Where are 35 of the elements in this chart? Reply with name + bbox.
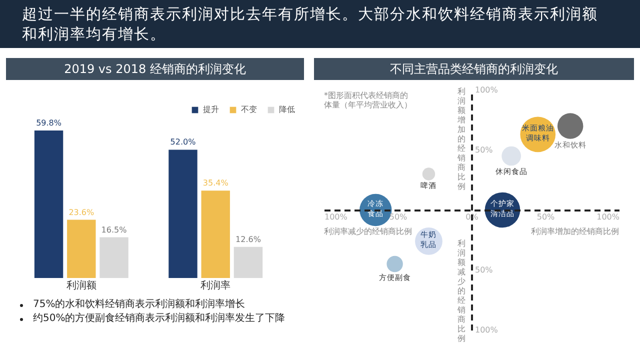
data-label: 52.0% [170, 138, 196, 147]
x-tick-label: 50% [389, 212, 408, 222]
x-tick-label: 100% [324, 212, 348, 222]
text: 利润额减少的经销商比例 [458, 239, 466, 343]
text: 约50%的方便副食经销商表示利润额和利润率发生了下降 [33, 312, 286, 326]
data-label: 12.6% [236, 234, 262, 244]
data-label: 59.8% [36, 118, 62, 128]
bar [34, 130, 64, 278]
x-axis-title: 利润率增加的经销商比例 [531, 227, 619, 236]
bar [168, 150, 198, 278]
x-tick-label: 50% [536, 212, 556, 222]
y-tick-label: 50% [475, 146, 494, 154]
y-tick-label: 100% [475, 86, 498, 94]
y-tick-label: 100% [475, 326, 498, 334]
annotation: 利润率减少的经销商比例 [324, 227, 412, 236]
bar [100, 237, 128, 278]
data-label: 23.6% [68, 208, 94, 217]
text: 超过一半的经销商表示利润对比去年有所增长。大部分水和饮料经销商表示利润额和利润率均有增长。 [0, 0, 640, 48]
x-tick-label: 利润额 [66, 280, 96, 292]
annotation: *图形面积代表经销商的体量（年平均营业收入） [324, 91, 412, 110]
x-tick-label: 100% [596, 212, 620, 222]
bar [201, 190, 230, 278]
bar [234, 246, 263, 278]
legend-label: 提升 [203, 105, 219, 114]
x-tick-label: 利润率 [200, 280, 231, 292]
text: 利润额增加的经销商比例 [458, 87, 466, 191]
data-label: 35.4% [202, 178, 229, 188]
text: 75%的水和饮料经销商表示利润额和利润率增长 [33, 298, 246, 312]
legend-label: 不变 [241, 105, 257, 114]
chart-title: 不同主营品类经销商的利润变化 [314, 58, 634, 80]
y-tick-label: 50% [475, 266, 494, 274]
legend-label: 降低 [279, 105, 295, 114]
chart-title: 2019 vs 2018 经销商的利润变化 [6, 58, 304, 80]
bar [67, 220, 96, 278]
data-label: 16.5% [101, 225, 128, 234]
